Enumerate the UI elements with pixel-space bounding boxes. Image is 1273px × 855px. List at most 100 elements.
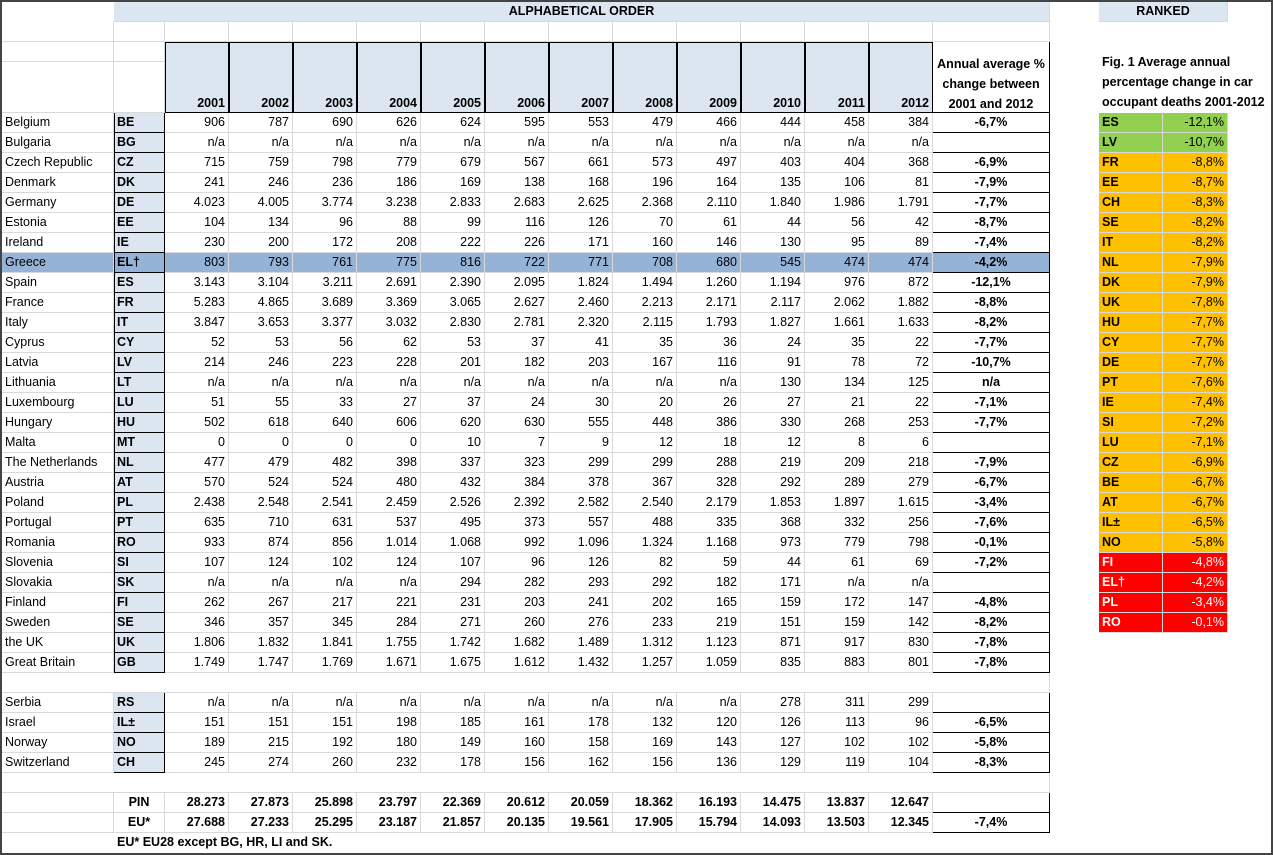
country-name[interactable]: the UK [2,633,114,653]
ranked-value[interactable]: -10,7% [1163,133,1228,153]
value-cell[interactable]: 2.392 [485,493,549,513]
value-cell[interactable]: 1.096 [549,533,613,553]
value-cell[interactable]: 906 [165,113,229,133]
value-cell[interactable]: 466 [677,113,741,133]
value-cell[interactable]: 373 [485,513,549,533]
value-cell[interactable]: 223 [293,353,357,373]
country-name[interactable]: Israel [2,713,114,733]
value-cell[interactable]: 9 [549,433,613,453]
value-cell[interactable]: 156 [485,753,549,773]
country-name[interactable]: Luxembourg [2,393,114,413]
change-cell[interactable]: -5,8% [933,733,1050,753]
value-cell[interactable]: n/a [293,693,357,713]
ranked-value[interactable]: -6,7% [1163,493,1228,513]
country-name[interactable]: Spain [2,273,114,293]
country-name[interactable]: Sweden [2,613,114,633]
value-cell[interactable]: 196 [613,173,677,193]
value-cell[interactable]: 178 [549,713,613,733]
ranked-value[interactable]: -8,2% [1163,233,1228,253]
ranked-value[interactable]: -7,9% [1163,273,1228,293]
value-cell[interactable]: 345 [293,613,357,633]
value-cell[interactable]: 292 [741,473,805,493]
value-cell[interactable]: 2.459 [357,493,421,513]
value-cell[interactable]: 775 [357,253,421,273]
value-cell[interactable]: 830 [869,633,933,653]
value-cell[interactable]: 56 [293,333,357,353]
value-cell[interactable]: 138 [485,173,549,193]
value-cell[interactable]: 182 [677,573,741,593]
value-cell[interactable]: 189 [165,733,229,753]
total-value[interactable]: 28.273 [165,793,229,813]
value-cell[interactable]: 200 [229,233,293,253]
value-cell[interactable]: 81 [869,173,933,193]
change-cell[interactable]: n/a [933,373,1050,393]
ranked-value[interactable]: -8,8% [1163,153,1228,173]
value-cell[interactable]: 595 [485,113,549,133]
change-cell[interactable]: -4,8% [933,593,1050,613]
total-value[interactable]: 14.475 [741,793,805,813]
value-cell[interactable]: 27 [357,393,421,413]
value-cell[interactable]: n/a [293,573,357,593]
value-cell[interactable]: 222 [421,233,485,253]
country-code[interactable]: IE [114,233,165,253]
value-cell[interactable]: 209 [805,453,869,473]
value-cell[interactable]: 2.830 [421,313,485,333]
country-name[interactable]: Ireland [2,233,114,253]
value-cell[interactable]: 162 [549,753,613,773]
country-code[interactable]: IT [114,313,165,333]
value-cell[interactable]: 524 [293,473,357,493]
value-cell[interactable]: 62 [357,333,421,353]
value-cell[interactable]: 1.059 [677,653,741,673]
value-cell[interactable]: 89 [869,233,933,253]
country-code[interactable]: FI [114,593,165,613]
value-cell[interactable]: 1.661 [805,313,869,333]
change-cell[interactable]: -6,9% [933,153,1050,173]
ranked-value[interactable]: -6,9% [1163,453,1228,473]
value-cell[interactable]: 44 [741,213,805,233]
value-cell[interactable]: 482 [293,453,357,473]
country-code[interactable]: SE [114,613,165,633]
value-cell[interactable]: 219 [741,453,805,473]
change-cell[interactable]: -7,2% [933,553,1050,573]
value-cell[interactable]: 246 [229,173,293,193]
value-cell[interactable]: 2.171 [677,293,741,313]
country-name[interactable]: Romania [2,533,114,553]
change-cell[interactable]: -8,2% [933,613,1050,633]
change-cell[interactable] [933,133,1050,153]
country-name[interactable]: Serbia [2,693,114,713]
value-cell[interactable]: n/a [229,373,293,393]
value-cell[interactable]: 2.062 [805,293,869,313]
value-cell[interactable]: 495 [421,513,485,533]
value-cell[interactable]: 5.283 [165,293,229,313]
value-cell[interactable]: 88 [357,213,421,233]
total-value[interactable]: 13.503 [805,813,869,833]
value-cell[interactable]: 384 [869,113,933,133]
total-value[interactable]: 20.612 [485,793,549,813]
value-cell[interactable]: 1.633 [869,313,933,333]
total-label[interactable]: EU* [114,813,165,833]
change-cell[interactable]: -6,5% [933,713,1050,733]
total-value[interactable]: 12.647 [869,793,933,813]
value-cell[interactable]: 36 [677,333,741,353]
ranked-value[interactable]: -0,1% [1163,613,1228,633]
value-cell[interactable]: 1.755 [357,633,421,653]
value-cell[interactable]: 282 [485,573,549,593]
value-cell[interactable]: 147 [869,593,933,613]
value-cell[interactable]: 7 [485,433,549,453]
value-cell[interactable]: 22 [869,393,933,413]
value-cell[interactable]: 771 [549,253,613,273]
value-cell[interactable]: n/a [485,693,549,713]
value-cell[interactable]: 156 [613,753,677,773]
value-cell[interactable]: 1.747 [229,653,293,673]
value-cell[interactable]: 2.833 [421,193,485,213]
value-cell[interactable]: 4.865 [229,293,293,313]
value-cell[interactable]: 134 [229,213,293,233]
value-cell[interactable]: 398 [357,453,421,473]
value-cell[interactable]: 164 [677,173,741,193]
change-cell[interactable]: -7,9% [933,173,1050,193]
year-header-2004[interactable]: 2004 [357,42,421,113]
value-cell[interactable]: 130 [741,233,805,253]
grid-cell[interactable] [229,22,293,42]
value-cell[interactable]: 217 [293,593,357,613]
value-cell[interactable]: 233 [613,613,677,633]
